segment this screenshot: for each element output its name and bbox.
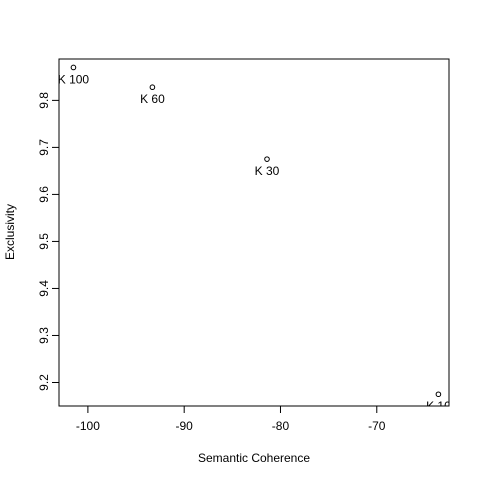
- y-tick-label: 9.2: [37, 374, 51, 391]
- point-label: K 30: [255, 164, 280, 178]
- y-tick-label: 9.5: [37, 233, 51, 250]
- x-tick-label: -90: [176, 419, 194, 433]
- y-tick-label: 9.7: [37, 139, 51, 156]
- y-tick-label: 9.6: [37, 186, 51, 203]
- y-tick-label: 9.3: [37, 327, 51, 344]
- point-label: K 60: [140, 92, 165, 106]
- x-tick-label: -100: [76, 419, 100, 433]
- point-label: K 100: [58, 72, 90, 86]
- x-tick-label: -80: [272, 419, 290, 433]
- y-axis-title: Exclusivity: [3, 204, 17, 260]
- x-axis-title: Semantic Coherence: [198, 451, 310, 465]
- y-tick-label: 9.4: [37, 280, 51, 297]
- x-tick-label: -70: [368, 419, 386, 433]
- y-tick-label: 9.8: [37, 92, 51, 109]
